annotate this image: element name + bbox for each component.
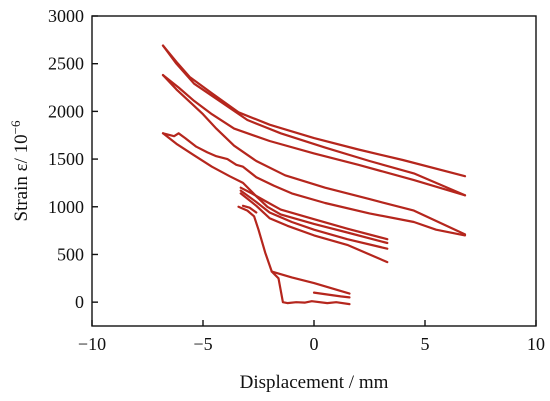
series-line-2 (161, 44, 467, 197)
series-line-4 (161, 73, 467, 236)
y-tick-label: 500 (57, 244, 84, 264)
series-line-10 (237, 205, 351, 306)
series-line-3 (161, 73, 467, 197)
y-tick-label: 0 (75, 292, 84, 312)
series-line-5 (161, 132, 467, 237)
x-tick-label: 10 (527, 334, 545, 354)
y-axis-title-exponent: −6 (8, 120, 23, 134)
y-tick-label: 1500 (48, 149, 84, 169)
plot-frame (91, 15, 537, 327)
x-tick-label: −10 (78, 334, 106, 354)
series-line-12 (312, 291, 351, 299)
y-axis-title: Strain ε/ 10−6 (8, 120, 32, 221)
series-line-13 (241, 204, 258, 214)
series-line-8 (239, 189, 389, 250)
x-tick-label: 5 (421, 334, 430, 354)
series-layer (161, 44, 467, 306)
x-tick-label: −5 (193, 334, 212, 354)
y-tick-label: 2500 (48, 54, 84, 74)
series-line-9 (239, 192, 389, 264)
x-tick-label: 0 (310, 334, 319, 354)
series-line-7 (239, 186, 389, 241)
series-line-11 (270, 270, 351, 295)
series-line-1 (161, 44, 467, 178)
y-axis-ticks: 0 500 1000 1500 2000 2500 3000 (48, 6, 98, 312)
y-axis-title-text: Strain ε/ 10 (11, 134, 32, 221)
y-tick-label: 3000 (48, 6, 84, 26)
series-line-6 (161, 132, 389, 245)
y-tick-label: 2000 (48, 101, 84, 121)
x-axis-ticks: −10 −5 0 5 10 (78, 320, 545, 354)
x-axis-title: Displacement / mm (240, 372, 389, 393)
y-tick-label: 1000 (48, 197, 84, 217)
